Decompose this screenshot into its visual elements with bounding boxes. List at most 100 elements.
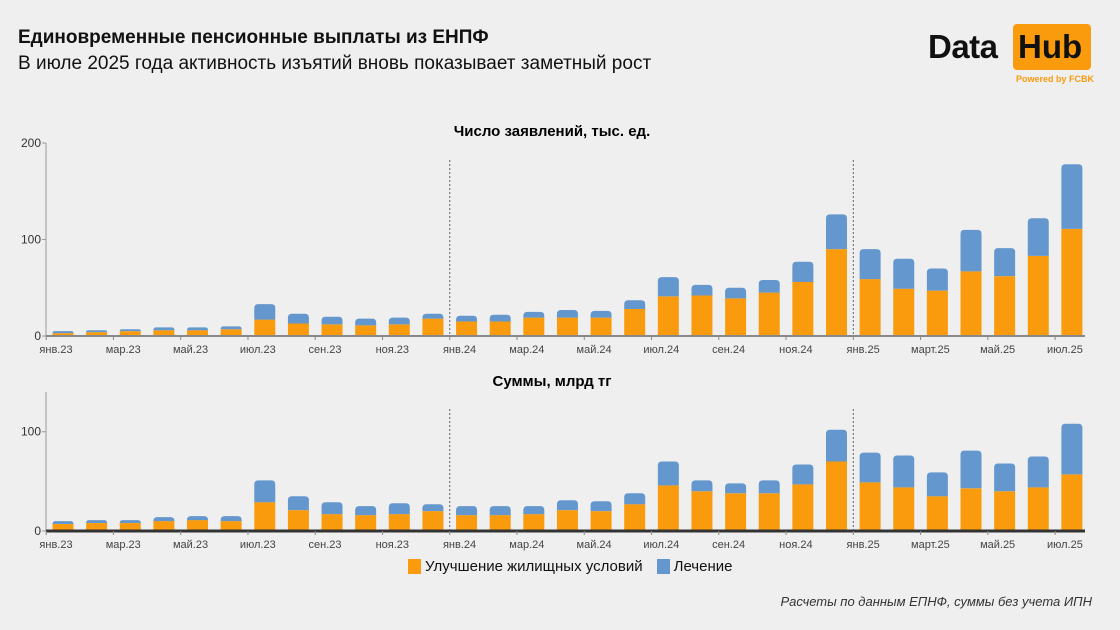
bar-treatment (153, 517, 175, 522)
bar-treatment (758, 480, 780, 494)
bar-treatment (187, 327, 209, 331)
bar-housing (287, 323, 309, 336)
bar-housing (220, 329, 242, 336)
bar-housing (590, 511, 612, 531)
x-tick-label: июл.23 (240, 539, 276, 551)
x-tick-label: ноя.23 (376, 344, 409, 356)
bar-treatment (859, 452, 881, 483)
bar-treatment (725, 483, 747, 494)
bar-housing (994, 276, 1016, 336)
legend: Улучшение жилищных условий Лечение (408, 558, 732, 575)
x-tick-label: янв.25 (847, 539, 880, 551)
x-tick-label: май.25 (980, 539, 1015, 551)
bar-treatment (792, 261, 814, 282)
y-tick-label: 0 (34, 329, 41, 343)
bar-housing (691, 491, 713, 531)
bar-housing (825, 461, 847, 531)
bar-housing (287, 510, 309, 531)
footnote: Расчеты по данным ЕПНФ, суммы без учета … (780, 594, 1093, 609)
bar-housing (119, 331, 141, 336)
bar-housing (187, 520, 209, 531)
bar-treatment (489, 506, 511, 516)
bar-treatment (590, 501, 612, 512)
page-subtitle: В июле 2025 года активность изъятий внов… (18, 53, 652, 74)
bar-treatment (725, 287, 747, 299)
bar-treatment (893, 258, 915, 289)
bar-treatment (422, 504, 444, 512)
bar-treatment (825, 214, 847, 250)
bar-housing (960, 271, 982, 336)
bar-treatment (1027, 218, 1049, 256)
bar-treatment (624, 493, 646, 505)
bar-housing (859, 279, 881, 336)
x-tick-label: май.25 (980, 344, 1015, 356)
bar-housing (1027, 255, 1049, 336)
bar-treatment (456, 506, 478, 516)
bar-treatment (1061, 164, 1083, 229)
bar-housing (792, 484, 814, 531)
bar-housing (556, 510, 578, 531)
x-tick-label: сен.24 (712, 539, 745, 551)
bar-housing (321, 324, 343, 336)
bar-housing (657, 485, 679, 531)
bar-housing (1061, 228, 1083, 336)
bar-housing (220, 521, 242, 531)
bar-treatment (657, 277, 679, 297)
y-tick-label: 200 (21, 136, 41, 150)
bar-treatment (523, 506, 545, 515)
logo-hub-box (1013, 24, 1091, 70)
bar-treatment (624, 300, 646, 309)
bar-treatment (153, 327, 175, 331)
bar-housing (994, 491, 1016, 531)
bar-treatment (792, 464, 814, 485)
legend-label-treatment: Лечение (673, 558, 733, 575)
bar-treatment (489, 314, 511, 322)
bar-treatment (758, 280, 780, 293)
x-tick-label: июл.24 (643, 539, 679, 551)
bar-housing (1061, 474, 1083, 531)
y-tick-label: 100 (21, 233, 41, 247)
bar-housing (456, 515, 478, 531)
bar-housing (187, 330, 209, 336)
bar-treatment (523, 311, 545, 318)
bar-treatment (556, 309, 578, 318)
bar-housing (725, 493, 747, 531)
bar-housing (489, 515, 511, 531)
x-tick-label: июл.23 (240, 344, 276, 356)
x-tick-label: ноя.24 (779, 344, 812, 356)
bar-treatment (926, 472, 948, 497)
bar-housing (52, 333, 74, 336)
bar-housing (523, 514, 545, 531)
bar-housing (960, 488, 982, 531)
logo-tagline: Powered by FCBK (1016, 74, 1095, 84)
bar-treatment (287, 313, 309, 324)
bar-treatment (691, 480, 713, 492)
bar-housing (422, 318, 444, 336)
bar-housing (893, 487, 915, 531)
bar-treatment (287, 496, 309, 511)
bar-housing (86, 332, 108, 336)
bar-housing (926, 290, 948, 336)
y-tick-label: 100 (21, 425, 41, 439)
x-tick-label: ноя.23 (376, 539, 409, 551)
bar-housing (725, 298, 747, 336)
bar-housing (792, 281, 814, 336)
x-tick-label: мар.24 (509, 539, 544, 551)
bar-treatment (388, 503, 410, 515)
legend-swatch-treatment (656, 559, 670, 574)
bar-treatment (187, 516, 209, 521)
x-tick-label: янв.24 (443, 539, 476, 551)
bar-treatment (355, 318, 377, 326)
bar-treatment (556, 500, 578, 511)
chart-title-sum: Суммы, млрд тг (492, 373, 611, 390)
bar-housing (691, 295, 713, 336)
bar-treatment (254, 480, 276, 503)
bar-treatment (893, 455, 915, 488)
bar-treatment (321, 316, 343, 325)
x-tick-label: сен.24 (712, 344, 745, 356)
bar-housing (119, 523, 141, 531)
bar-treatment (859, 249, 881, 280)
bar-treatment (994, 463, 1016, 492)
x-tick-label: май.24 (577, 344, 612, 356)
